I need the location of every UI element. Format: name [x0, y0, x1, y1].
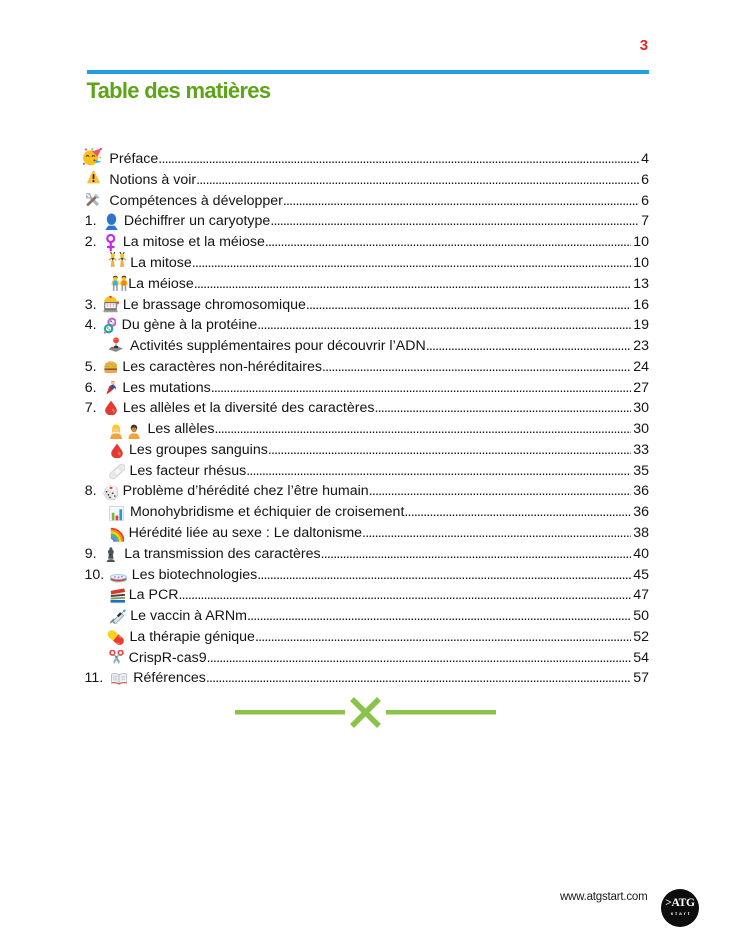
svg-text:7: 7 — [106, 304, 108, 308]
svg-text:7: 7 — [109, 304, 111, 308]
svg-text:7: 7 — [112, 304, 114, 308]
